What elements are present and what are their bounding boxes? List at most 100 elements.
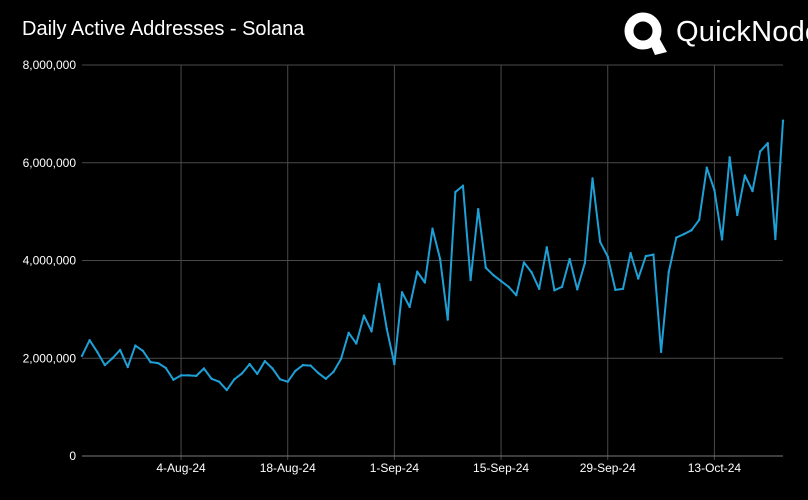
data-point (286, 380, 289, 383)
data-point (583, 261, 587, 265)
axes (82, 455, 783, 460)
data-point (659, 350, 663, 354)
data-point (164, 366, 168, 370)
y-axis-tick-labels: 0 2,000,000 4,000,000 6,000,000 8,000,000 (23, 58, 77, 463)
data-point (355, 342, 358, 345)
data-point (675, 236, 678, 239)
data-point (134, 344, 137, 347)
data-point (537, 287, 541, 291)
data-point (720, 238, 724, 241)
y-tick-label: 8,000,000 (23, 58, 77, 72)
data-point (187, 374, 190, 377)
data-point (545, 246, 548, 249)
data-point (606, 255, 609, 258)
x-tick-label: 29-Sep-24 (580, 461, 636, 475)
data-point (652, 253, 655, 256)
data-point (278, 378, 282, 381)
data-point (172, 378, 175, 381)
data-point (713, 188, 716, 192)
data-point (682, 232, 686, 236)
data-point (370, 330, 373, 333)
data-point (324, 377, 328, 380)
data-point (317, 371, 320, 375)
data-point (240, 372, 244, 375)
data-point (591, 177, 594, 180)
data-point (743, 174, 747, 177)
brand-name: QuickNode (676, 15, 808, 48)
data-point (697, 218, 701, 222)
data-point (598, 240, 602, 244)
data-point (492, 273, 495, 277)
data-point (774, 237, 777, 241)
data-point (629, 251, 632, 255)
data-point (637, 277, 640, 280)
data-point (705, 166, 708, 169)
data-point (347, 331, 350, 335)
data-point (233, 378, 236, 381)
data-point (217, 380, 221, 383)
data-point (515, 294, 518, 297)
data-point (88, 338, 91, 342)
data-point (118, 348, 122, 352)
series-layer (80, 119, 785, 392)
data-point (751, 189, 754, 193)
data-point (393, 362, 396, 366)
data-point (576, 288, 579, 291)
data-point (446, 318, 449, 321)
data-point (103, 363, 107, 367)
data-point (195, 374, 198, 378)
data-point (431, 227, 434, 230)
data-point (667, 271, 670, 274)
data-point (385, 327, 388, 331)
x-tick-label: 1-Sep-24 (370, 461, 420, 475)
data-point (111, 357, 114, 360)
data-point (400, 291, 404, 294)
data-point (477, 207, 480, 211)
data-point (690, 229, 693, 232)
data-point (522, 261, 526, 264)
data-point (256, 372, 259, 376)
y-tick-label: 6,000,000 (23, 156, 77, 170)
data-point (438, 257, 442, 261)
data-point (469, 278, 472, 282)
data-point (568, 257, 571, 261)
data-point (309, 364, 312, 367)
data-point (126, 365, 129, 369)
data-point (80, 354, 84, 358)
data-point (225, 388, 228, 392)
data-point (507, 285, 510, 289)
data-point (781, 119, 785, 122)
data-point (149, 360, 152, 364)
data-point (157, 361, 160, 365)
data-point (271, 367, 274, 370)
quicknode-q-logo-icon (624, 12, 667, 55)
data-point (758, 150, 762, 153)
data-point (553, 289, 556, 292)
data-point (423, 281, 427, 284)
x-tick-label: 15-Sep-24 (473, 461, 529, 475)
x-tick-label: 4-Aug-24 (156, 461, 206, 475)
data-point (210, 377, 213, 380)
data-point (614, 288, 617, 292)
brand-logo: QuickNode (622, 8, 808, 56)
data-point (179, 374, 183, 377)
data-point (621, 287, 625, 291)
grid-lines (82, 64, 783, 456)
data-point (484, 266, 488, 270)
data-point (248, 362, 251, 366)
data-point (332, 370, 335, 374)
chart-title: Daily Active Addresses - Solana (22, 18, 305, 40)
y-tick-label: 0 (69, 449, 76, 463)
data-point (766, 142, 769, 145)
data-point (461, 184, 465, 187)
data-point (499, 279, 503, 283)
x-tick-label: 18-Aug-24 (260, 461, 316, 475)
y-tick-label: 2,000,000 (23, 351, 77, 365)
data-point (339, 357, 343, 360)
y-tick-label: 4,000,000 (23, 254, 77, 268)
data-point (362, 314, 366, 317)
data-point (728, 156, 731, 159)
data-point (377, 282, 381, 286)
data-point (141, 349, 145, 353)
